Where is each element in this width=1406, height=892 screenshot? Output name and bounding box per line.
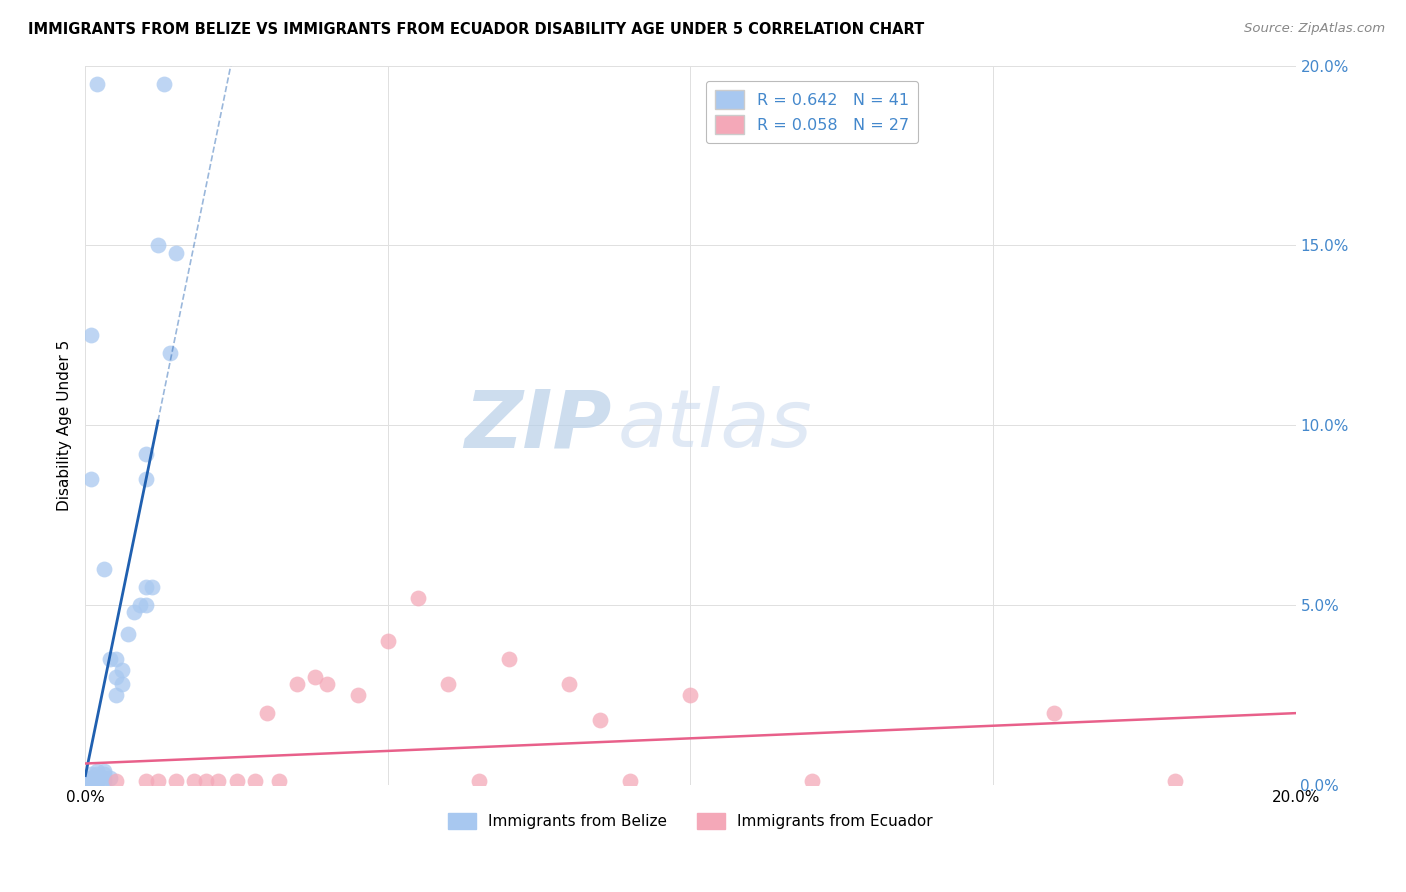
Point: [304, 670, 326, 684]
Point: [117, 627, 139, 641]
Point: [165, 245, 187, 260]
Point: [141, 580, 163, 594]
Text: Source: ZipAtlas.com: Source: ZipAtlas.com: [1244, 22, 1385, 36]
Point: [135, 580, 157, 594]
Y-axis label: Disability Age Under 5: Disability Age Under 5: [58, 340, 72, 511]
Point: [104, 774, 127, 789]
Point: [111, 677, 134, 691]
Point: [146, 774, 169, 789]
Point: [86, 774, 108, 789]
Legend: Immigrants from Belize, Immigrants from Ecuador: Immigrants from Belize, Immigrants from …: [441, 806, 939, 835]
Point: [377, 634, 399, 648]
Point: [80, 774, 103, 789]
Point: [135, 774, 157, 789]
Text: ZIP: ZIP: [464, 386, 612, 465]
Point: [207, 774, 229, 789]
Point: [93, 774, 115, 789]
Point: [122, 606, 145, 620]
Point: [86, 764, 108, 778]
Point: [80, 771, 103, 785]
Point: [93, 764, 115, 778]
Point: [80, 774, 103, 789]
Point: [80, 767, 103, 781]
Point: [1042, 706, 1064, 720]
Point: [135, 472, 157, 486]
Point: [86, 767, 108, 781]
Point: [316, 677, 339, 691]
Point: [104, 688, 127, 702]
Point: [128, 598, 150, 612]
Point: [111, 663, 134, 677]
Point: [225, 774, 247, 789]
Point: [1163, 774, 1185, 789]
Point: [285, 677, 308, 691]
Point: [619, 774, 641, 789]
Point: [679, 688, 702, 702]
Point: [135, 447, 157, 461]
Point: [467, 774, 489, 789]
Point: [93, 562, 115, 576]
Point: [86, 771, 108, 785]
Point: [98, 652, 121, 666]
Point: [165, 774, 187, 789]
Point: [80, 774, 103, 789]
Point: [86, 774, 108, 789]
Point: [800, 774, 823, 789]
Point: [437, 677, 460, 691]
Point: [104, 652, 127, 666]
Point: [80, 328, 103, 343]
Point: [498, 652, 520, 666]
Point: [93, 771, 115, 785]
Point: [80, 774, 103, 789]
Point: [104, 670, 127, 684]
Point: [346, 688, 368, 702]
Point: [267, 774, 290, 789]
Point: [86, 77, 108, 91]
Point: [135, 598, 157, 612]
Point: [80, 771, 103, 785]
Point: [93, 767, 115, 781]
Point: [256, 706, 278, 720]
Point: [195, 774, 218, 789]
Point: [159, 346, 181, 360]
Point: [98, 771, 121, 785]
Point: [153, 77, 176, 91]
Point: [80, 472, 103, 486]
Point: [183, 774, 205, 789]
Point: [558, 677, 581, 691]
Point: [80, 774, 103, 789]
Point: [406, 591, 429, 605]
Text: IMMIGRANTS FROM BELIZE VS IMMIGRANTS FROM ECUADOR DISABILITY AGE UNDER 5 CORRELA: IMMIGRANTS FROM BELIZE VS IMMIGRANTS FRO…: [28, 22, 924, 37]
Point: [243, 774, 266, 789]
Point: [589, 714, 612, 728]
Point: [146, 238, 169, 252]
Text: atlas: atlas: [617, 386, 813, 465]
Point: [86, 774, 108, 789]
